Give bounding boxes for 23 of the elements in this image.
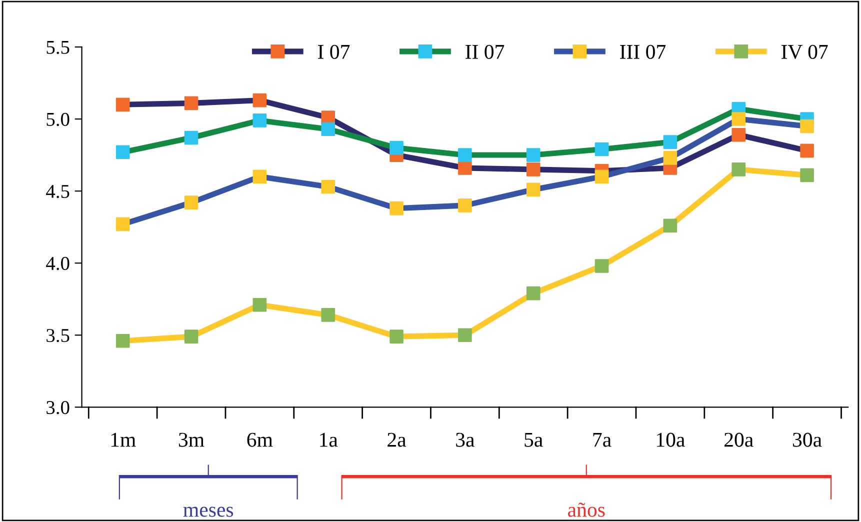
legend-label: III 07 [620,44,666,59]
x-tick-label: 3a [456,432,474,447]
x-tick-label: 20a [724,432,754,447]
x-tick-label: 1a [320,432,338,447]
y-tick-label: 5.5 [46,40,70,54]
y-tick-label: 4.5 [46,185,70,198]
x-tick-label: 6m [247,432,273,447]
y-tick-label: 5.0 [46,112,70,126]
text: meses [183,506,234,517]
x-tick-label: 2a [388,432,406,447]
x-tick-label: 1m [111,432,136,447]
y-tick-label: 4.0 [46,256,70,270]
legend-label: II 07 [466,44,504,59]
x-tick-label: 10a [656,432,685,447]
y-tick-label: 3.5 [46,328,70,342]
x-tick-label: 5a [524,432,543,447]
legend-label: I 07 [318,44,350,59]
y-tick-label: 3.0 [46,400,70,414]
legend-label: IV 07 [781,44,828,60]
x-tick-label: 30a [792,432,822,447]
x-tick-label: 3m [178,432,204,447]
text: años [568,502,605,517]
x-tick-label: 7a [593,432,612,447]
